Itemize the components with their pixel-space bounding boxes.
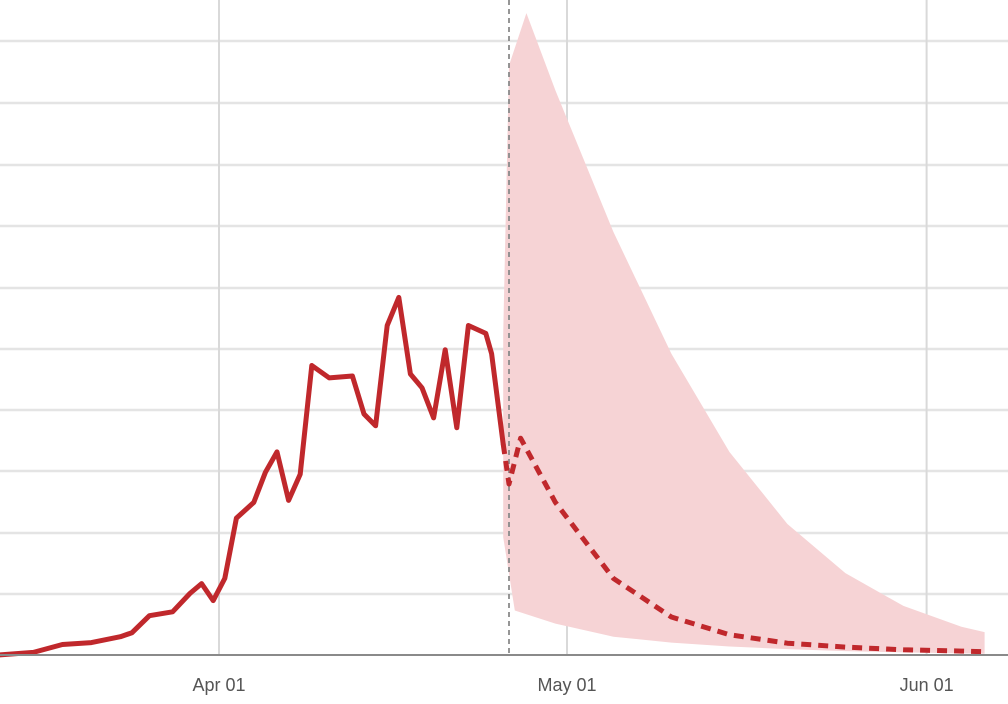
x-axis-ticks: Apr 01 May 01 Jun 01 bbox=[192, 675, 953, 695]
forecast-uncertainty-band bbox=[503, 13, 985, 654]
forecast-series-line bbox=[500, 435, 985, 655]
observed-series-line bbox=[0, 294, 506, 658]
x-tick-label: May 01 bbox=[537, 675, 596, 695]
x-tick-label: Jun 01 bbox=[900, 675, 954, 695]
x-tick-label: Apr 01 bbox=[192, 675, 245, 695]
